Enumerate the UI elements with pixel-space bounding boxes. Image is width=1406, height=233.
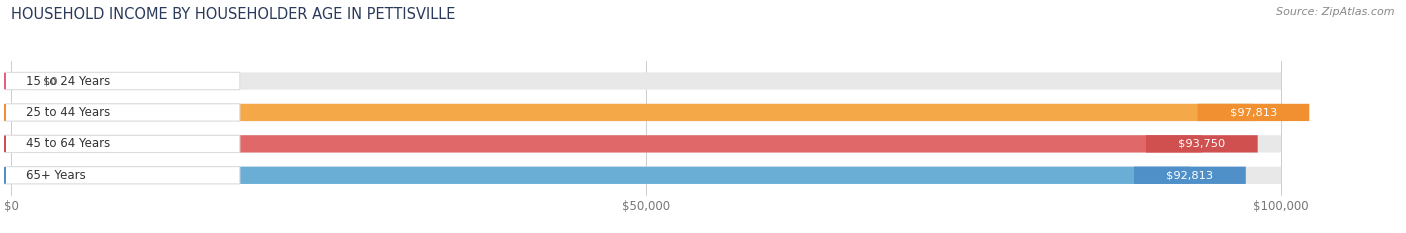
Text: $92,813: $92,813 (1167, 170, 1213, 180)
FancyBboxPatch shape (11, 104, 1281, 121)
FancyBboxPatch shape (4, 167, 240, 184)
FancyBboxPatch shape (11, 72, 34, 90)
Text: 65+ Years: 65+ Years (27, 169, 86, 182)
Text: HOUSEHOLD INCOME BY HOUSEHOLDER AGE IN PETTISVILLE: HOUSEHOLD INCOME BY HOUSEHOLDER AGE IN P… (11, 7, 456, 22)
Text: 45 to 64 Years: 45 to 64 Years (27, 137, 111, 150)
FancyBboxPatch shape (4, 72, 240, 90)
FancyBboxPatch shape (11, 135, 1281, 153)
FancyBboxPatch shape (4, 104, 240, 121)
Text: $93,750: $93,750 (1178, 139, 1226, 149)
FancyBboxPatch shape (11, 167, 1189, 184)
Text: $97,813: $97,813 (1230, 107, 1277, 117)
FancyBboxPatch shape (11, 167, 1281, 184)
FancyBboxPatch shape (1146, 135, 1258, 153)
Text: 25 to 44 Years: 25 to 44 Years (27, 106, 111, 119)
FancyBboxPatch shape (1135, 167, 1246, 184)
FancyBboxPatch shape (11, 104, 1253, 121)
FancyBboxPatch shape (1198, 104, 1309, 121)
FancyBboxPatch shape (11, 135, 1202, 153)
FancyBboxPatch shape (11, 72, 1281, 90)
Text: Source: ZipAtlas.com: Source: ZipAtlas.com (1277, 7, 1395, 17)
Text: $0: $0 (44, 76, 58, 86)
Text: 15 to 24 Years: 15 to 24 Years (27, 75, 111, 88)
FancyBboxPatch shape (4, 135, 240, 153)
